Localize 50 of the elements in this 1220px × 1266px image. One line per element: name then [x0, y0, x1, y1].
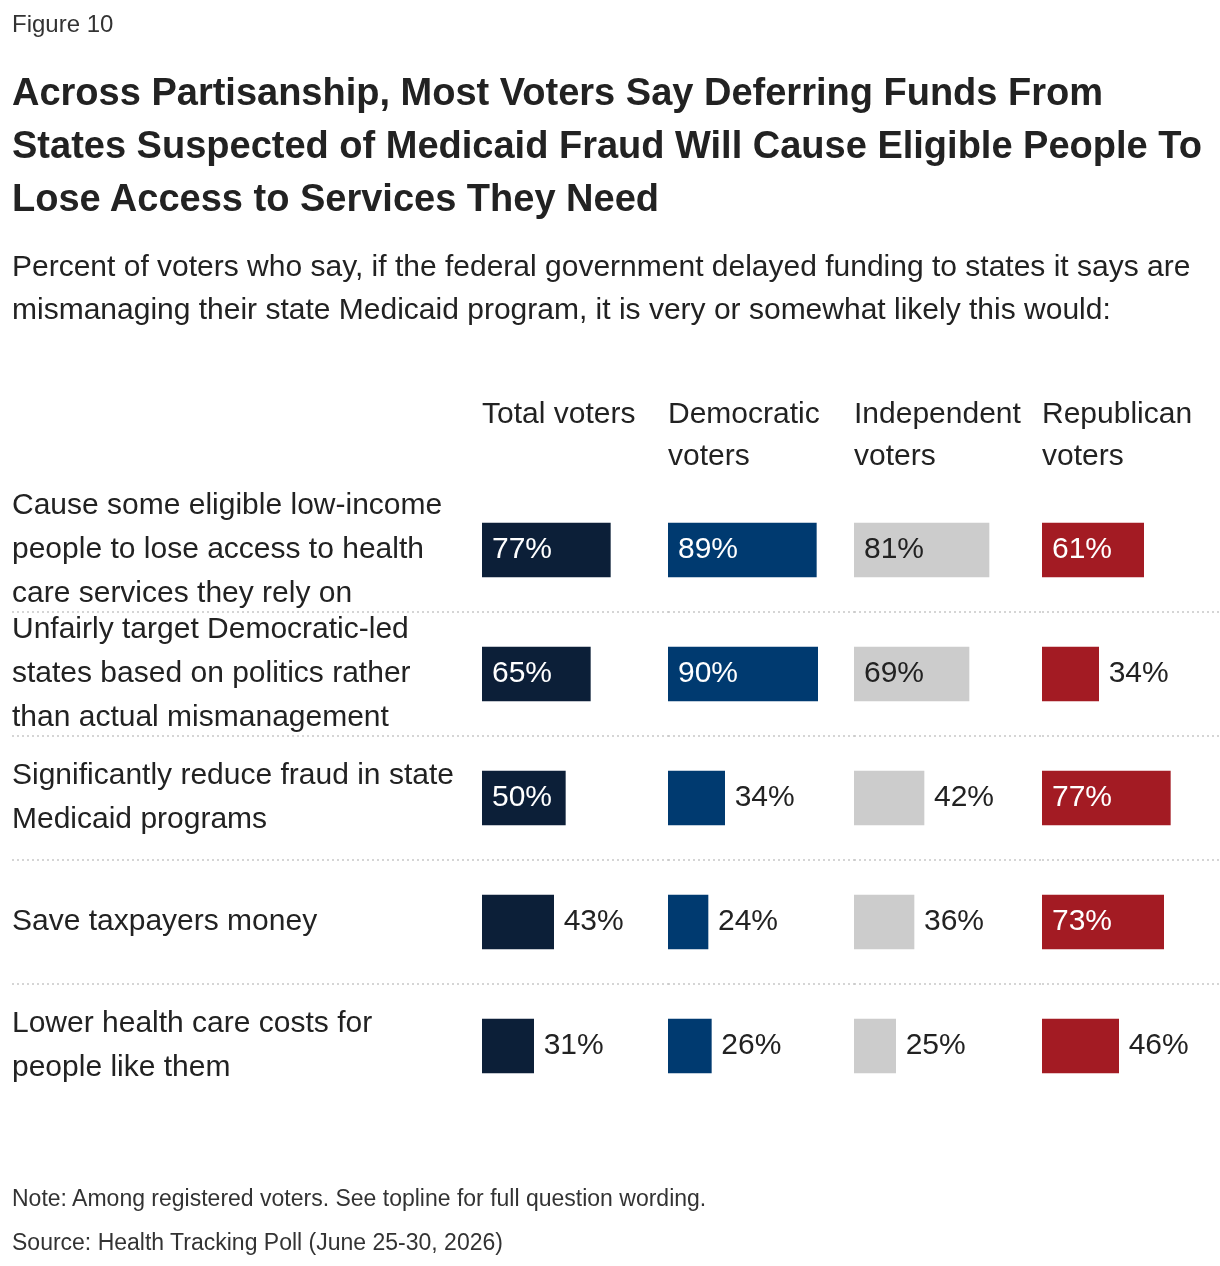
y-tick-label: Unfairly target Democratic-led states based on politics rather than actual mismanagement	[12, 611, 411, 733]
data-label: 25%	[905, 1027, 966, 1061]
bar	[1042, 1018, 1119, 1074]
bar	[668, 894, 709, 950]
data-label: 31%	[543, 1027, 604, 1061]
x-axis-title: Republican voters	[1042, 395, 1194, 473]
source-note: Source: Health Tracking Poll (June 25-30, 2026)	[12, 1228, 504, 1257]
chart-title: Across Partisanship, Most Voters Say Deferring Funds From States Suspected of Medicaid Fraud Will Cause Eligible People To Lose Access to Services They Need	[12, 70, 1203, 221]
x-axis-title: Independent voters	[854, 395, 1022, 473]
data-label: 73%	[1052, 903, 1113, 937]
data-label: 90%	[678, 655, 739, 689]
data-label: 34%	[1108, 655, 1169, 689]
bar	[1042, 894, 1164, 950]
bar	[854, 1018, 896, 1074]
bar	[854, 522, 990, 578]
data-label: 34%	[734, 779, 795, 813]
data-label: 24%	[718, 903, 779, 937]
bar	[668, 770, 725, 826]
text: Note: Among registered voters. See topline for full question wording.	[12, 1184, 707, 1213]
bar	[482, 894, 554, 950]
data-label: 77%	[1052, 779, 1113, 813]
data-label: 65%	[492, 655, 553, 689]
bar	[668, 646, 818, 702]
y-tick-label: Significantly reduce fraud in state Medicaid programs	[12, 757, 454, 835]
bar	[854, 894, 915, 950]
data-label: 36%	[924, 903, 985, 937]
data-label: 61%	[1052, 531, 1113, 565]
y-tick-label: Lower health care costs for people like them	[12, 1005, 373, 1083]
data-label: 42%	[934, 779, 995, 813]
bar	[668, 522, 817, 578]
caption: Figure 10	[12, 10, 114, 38]
chart-subtitle: Percent of voters who say, if the federal government delayed funding to states it says are mismanaging their state Medicaid program, it is very or somewhat likely this would:	[12, 248, 1192, 327]
data-label: 46%	[1128, 1027, 1189, 1061]
data-label: 89%	[678, 531, 739, 565]
bar	[482, 522, 611, 578]
bar	[668, 1018, 712, 1074]
bar	[854, 770, 925, 826]
data-label: 69%	[864, 655, 925, 689]
bar	[482, 1018, 534, 1074]
data-label: 50%	[492, 779, 553, 813]
x-axis-title: Democratic voters	[668, 395, 821, 473]
data-label: 77%	[492, 531, 553, 565]
data-label: 26%	[721, 1027, 782, 1061]
data-label: 43%	[563, 903, 624, 937]
x-axis-title: Total voters	[482, 395, 637, 431]
bar	[1042, 646, 1099, 702]
data-label: 81%	[864, 531, 925, 565]
bar	[1042, 770, 1171, 826]
y-tick-label: Cause some eligible low-income people to lose access to health care services they rely on	[12, 487, 443, 609]
y-tick-label: Save taxpayers money	[12, 903, 318, 937]
